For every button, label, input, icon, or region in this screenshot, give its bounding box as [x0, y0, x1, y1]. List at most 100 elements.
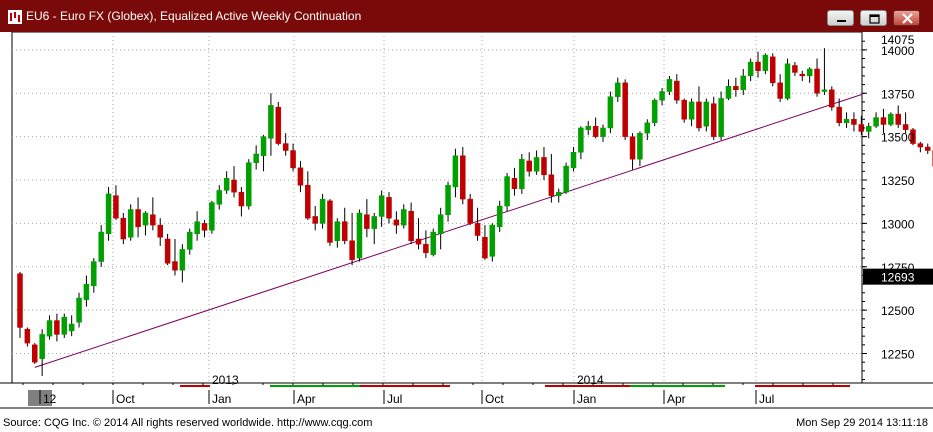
candle-up: [873, 117, 879, 127]
candle-up: [142, 212, 149, 226]
candle-down: [408, 210, 414, 241]
trendline: [34, 93, 863, 368]
y-tick-label: 13750: [881, 87, 915, 101]
candle-down: [902, 124, 909, 130]
candle-up: [504, 176, 510, 207]
candle-down: [164, 238, 171, 264]
year-band-segment: [545, 385, 630, 387]
last-price-badge: [863, 268, 933, 285]
y-tick-label: 12250: [881, 348, 915, 362]
candle-down: [733, 86, 739, 91]
candle-down: [770, 56, 776, 84]
close-button[interactable]: [893, 10, 920, 26]
year-label: 2013: [212, 373, 239, 387]
candle-up: [651, 99, 658, 123]
candle-down: [415, 238, 422, 245]
candle-down: [792, 65, 798, 73]
candle-up: [762, 54, 769, 71]
candles: [17, 48, 933, 377]
candle-up: [607, 96, 614, 129]
candle-up: [76, 297, 82, 323]
restore-icon: [869, 14, 880, 24]
minimize-icon: [837, 20, 846, 22]
candle-down: [622, 82, 628, 137]
candle-up: [843, 119, 850, 123]
candle-up: [578, 127, 584, 153]
year-band-segment: [725, 385, 755, 387]
candle-up: [555, 191, 562, 196]
restore-button[interactable]: [860, 10, 887, 26]
candle-down: [157, 224, 163, 238]
candle-down: [696, 101, 702, 129]
month-label: 12: [43, 392, 57, 406]
candle-down: [851, 119, 857, 125]
y-tick-label: 13500: [881, 131, 915, 145]
candle-up: [519, 158, 525, 189]
candle-up: [39, 334, 45, 359]
candle-down: [386, 197, 392, 219]
candle-up: [718, 98, 724, 137]
candle-up: [688, 101, 695, 120]
candle-up: [533, 157, 540, 172]
candle-down: [238, 191, 245, 207]
candle-down: [924, 146, 931, 151]
candle-up: [784, 63, 791, 99]
candle-down: [541, 157, 547, 176]
candle-down: [777, 82, 783, 99]
candle-down: [814, 68, 820, 94]
window-title: EU6 - Euro FX (Globex), Equalized Active…: [26, 9, 362, 23]
month-label: Oct: [116, 392, 135, 406]
candle-down: [681, 99, 687, 120]
candle-down: [305, 184, 311, 219]
title-bar[interactable]: EU6 - Euro FX (Globex), Equalized Active…: [0, 0, 933, 32]
candle-down: [674, 80, 680, 101]
month-label: Jul: [387, 392, 402, 406]
candle-down: [327, 200, 333, 243]
month-label: Apr: [297, 392, 316, 406]
candle-down: [24, 328, 31, 344]
candle-down: [282, 143, 289, 151]
candle-down: [297, 167, 304, 186]
candle-up: [747, 61, 754, 77]
candle-up: [61, 316, 68, 335]
timestamp-text: Mon Sep 29 2014 13:11:18: [796, 417, 928, 429]
candle-down: [54, 320, 60, 335]
candle-down: [364, 214, 370, 229]
candle-up: [740, 75, 746, 91]
candle-down: [201, 223, 208, 231]
candle-up: [46, 320, 53, 337]
candle-up: [725, 86, 732, 99]
candle-down: [423, 243, 429, 254]
candle-up: [437, 214, 444, 235]
candle-up: [371, 216, 377, 229]
chart[interactable]: 1225012500127501300013250135001375014000…: [0, 32, 933, 413]
time-axis: 2013 2014 12 Oct Jan Apr Jul Oct Jan Apr Jul: [0, 373, 933, 409]
minimize-button[interactable]: [827, 10, 854, 26]
candle-up: [430, 231, 437, 255]
candle-up: [637, 132, 643, 160]
candle-up: [260, 136, 267, 156]
candle-down: [460, 155, 466, 200]
price-axis: 1225012500127501300013250135001375014000…: [862, 33, 933, 381]
candle-down: [710, 103, 717, 137]
candle-up: [194, 221, 200, 235]
candle-down: [275, 106, 282, 144]
candle-up: [268, 105, 274, 139]
candle-up: [821, 89, 828, 92]
candle-up: [452, 155, 459, 188]
candle-down: [829, 89, 835, 108]
candle-up: [585, 125, 592, 130]
candle-down: [917, 143, 924, 148]
year-label: 2014: [577, 373, 604, 387]
candle-down: [548, 174, 555, 196]
month-label: Apr: [667, 392, 686, 406]
candle-up: [378, 195, 385, 217]
candle-up: [644, 122, 651, 134]
candle-down: [799, 73, 806, 77]
year-band-segment: [630, 385, 725, 387]
candle-up: [570, 151, 577, 169]
candle-down: [32, 344, 38, 363]
candle-up: [489, 224, 496, 257]
candle-down: [910, 129, 916, 144]
